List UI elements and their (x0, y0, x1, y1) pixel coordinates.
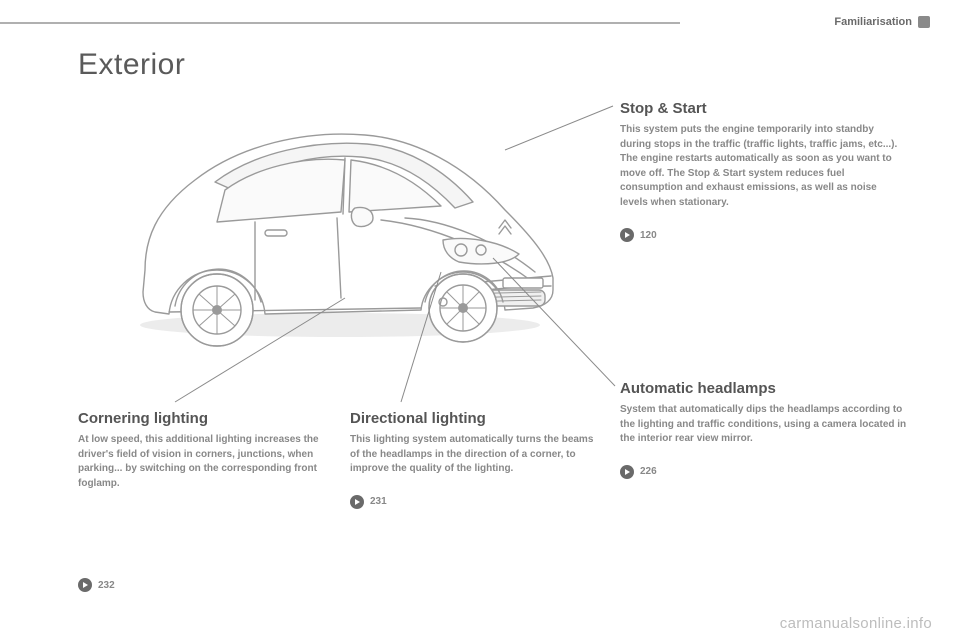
page-ref-number: 226 (640, 466, 657, 477)
page-title: Exterior (78, 48, 185, 82)
manual-page: Familiarisation Exterior (0, 0, 960, 640)
feature-body: This lighting system automatically turns… (350, 433, 600, 477)
feature-cornering-lighting: Cornering lighting At low speed, this ad… (78, 410, 328, 491)
page-ref-number: 120 (640, 230, 657, 241)
feature-stop-start: Stop & Start This system puts the engine… (620, 100, 900, 242)
vehicle-illustration (105, 90, 565, 350)
feature-heading: Stop & Start (620, 100, 900, 117)
play-icon (78, 578, 92, 592)
section-label: Familiarisation (834, 16, 912, 28)
page-ref: 231 (350, 495, 600, 509)
feature-heading: Cornering lighting (78, 410, 328, 427)
section-marker (918, 16, 930, 28)
feature-body: This system puts the engine temporarily … (620, 123, 900, 210)
page-ref-number: 232 (98, 580, 115, 591)
feature-body: At low speed, this additional lighting i… (78, 433, 328, 491)
feature-body: System that automatically dips the headl… (620, 403, 920, 447)
feature-heading: Directional lighting (350, 410, 600, 427)
play-icon (350, 495, 364, 509)
page-ref: 232 (78, 578, 115, 592)
feature-automatic-headlamps: Automatic headlamps System that automati… (620, 380, 920, 479)
feature-heading: Automatic headlamps (620, 380, 920, 397)
play-icon (620, 465, 634, 479)
watermark: carmanualsonline.info (780, 615, 932, 632)
page-ref: 226 (620, 465, 920, 479)
page-ref-number: 231 (370, 496, 387, 507)
play-icon (620, 228, 634, 242)
header-divider (0, 22, 680, 24)
page-ref: 120 (620, 228, 900, 242)
feature-directional-lighting: Directional lighting This lighting syste… (350, 410, 600, 509)
